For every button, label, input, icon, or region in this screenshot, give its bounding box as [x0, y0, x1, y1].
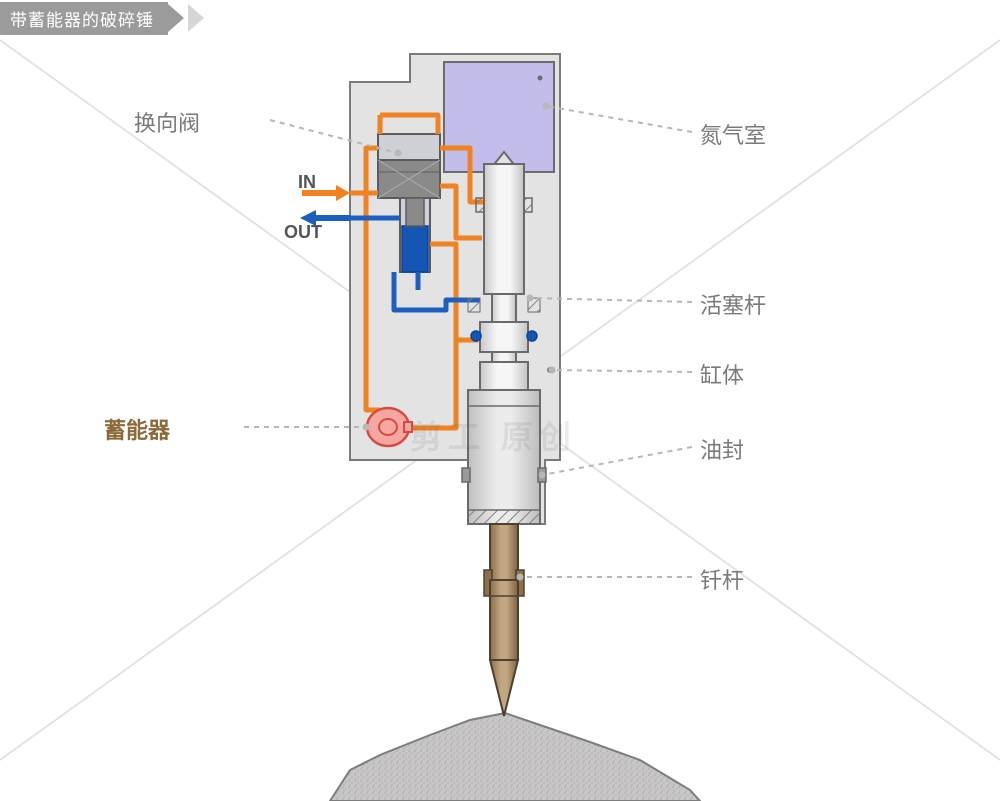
- label-accumulator: 蓄能器: [104, 413, 170, 445]
- label-n2: 氮气室: [700, 118, 766, 150]
- label-valve: 换向阀: [134, 106, 200, 138]
- label-piston: 活塞杆: [700, 288, 766, 320]
- label-rod: 钎杆: [700, 563, 744, 595]
- label-in: IN: [298, 172, 316, 193]
- label-cylinder: 缸体: [700, 358, 744, 390]
- label-out: OUT: [284, 222, 322, 243]
- rock-shape: [330, 713, 700, 801]
- label-oilseal: 油封: [700, 433, 744, 465]
- watermark-text: 剪工 原创: [410, 412, 577, 458]
- nitrogen-chamber: [444, 62, 554, 172]
- chisel-rod: [484, 524, 524, 716]
